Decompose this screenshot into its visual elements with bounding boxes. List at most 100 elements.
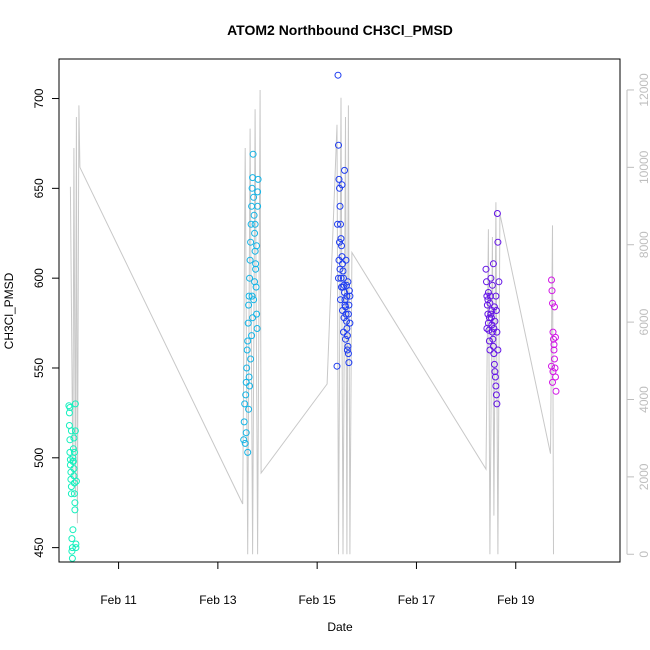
point-1-40 — [242, 429, 250, 437]
point-2-25 — [338, 181, 346, 189]
point-3-10 — [487, 310, 495, 318]
point-0-33 — [70, 448, 78, 456]
point-3-35 — [488, 281, 496, 289]
point-2-39 — [334, 220, 341, 228]
point-1-15 — [247, 220, 255, 228]
point-2-48 — [343, 281, 350, 289]
y-tick-label-3: 600 — [32, 268, 46, 288]
point-3-32 — [495, 278, 503, 286]
point-1-10 — [245, 301, 253, 309]
point-0-25 — [71, 427, 79, 435]
point-0-3 — [66, 436, 74, 444]
point-4-5 — [550, 346, 558, 354]
altitude-line-0 — [69, 89, 554, 555]
point-2-32 — [346, 319, 354, 327]
y-tick-label-1: 500 — [32, 447, 46, 467]
point-3-4 — [484, 310, 492, 318]
point-3-23 — [493, 210, 501, 217]
point-1-31 — [245, 405, 253, 413]
point-2-37 — [344, 278, 352, 286]
point-2-47 — [340, 314, 348, 322]
x-axis-label: Date — [327, 620, 353, 634]
point-0-34 — [70, 434, 78, 442]
point-3-0 — [482, 265, 490, 273]
point-0-17 — [69, 445, 77, 453]
point-2-0 — [333, 362, 341, 370]
point-1-7 — [243, 346, 251, 354]
point-2-33 — [335, 256, 343, 264]
x-tick-label-4: Feb 19 — [497, 593, 535, 607]
point-4-1 — [548, 287, 556, 295]
point-4-12 — [551, 303, 558, 311]
point-1-43 — [251, 220, 259, 228]
point-3-18 — [491, 368, 499, 376]
point-1-27 — [253, 325, 261, 332]
point-3-37 — [492, 292, 500, 300]
point-3-36 — [490, 303, 498, 311]
point-0-21 — [70, 479, 78, 487]
point-0-27 — [72, 540, 80, 548]
point-3-7 — [485, 337, 493, 345]
point-1-24 — [252, 265, 260, 273]
point-1-1 — [240, 418, 248, 426]
point-4-4 — [550, 335, 557, 343]
point-2-26 — [336, 238, 343, 246]
point-1-34 — [248, 332, 256, 340]
point-1-38 — [252, 260, 260, 268]
point-1-6 — [243, 364, 251, 372]
point-4-11 — [549, 368, 557, 376]
series-1 — [240, 150, 262, 456]
point-3-17 — [490, 360, 498, 368]
y2-tick-label-1: 2000 — [637, 463, 650, 490]
point-1-3 — [241, 439, 249, 447]
y2-tick-label-6: 12000 — [637, 73, 650, 107]
point-0-24 — [71, 506, 79, 514]
series-2 — [333, 71, 354, 370]
point-4-13 — [552, 333, 559, 341]
point-1-13 — [246, 256, 254, 264]
y2-tick-label-4: 8000 — [637, 231, 650, 258]
point-1-21 — [250, 211, 258, 219]
x-tick-label-0: Feb 11 — [100, 593, 137, 607]
axes-layer: Feb 11 Feb 13 Feb 15 Feb 17 Feb 19 450 500 550 6… — [32, 73, 650, 607]
point-2-41 — [339, 307, 346, 314]
point-2-12 — [340, 274, 347, 282]
y-tick-label-2: 550 — [32, 358, 46, 378]
point-2-24 — [341, 166, 348, 174]
series-0 — [65, 400, 80, 562]
point-3-40 — [492, 307, 500, 314]
point-3-33 — [484, 296, 492, 304]
point-3-1 — [483, 278, 490, 286]
point-3-11 — [487, 314, 495, 322]
point-3-26 — [487, 274, 495, 282]
y2-tick-label-3: 6000 — [637, 308, 650, 335]
y2-tick-label-0: 0 — [637, 551, 650, 558]
point-0-10 — [67, 490, 75, 498]
point-4-9 — [552, 387, 560, 395]
point-1-30 — [244, 448, 252, 456]
point-0-22 — [70, 490, 78, 498]
point-2-27 — [337, 274, 345, 282]
point-4-15 — [550, 341, 558, 349]
point-3-14 — [489, 335, 497, 343]
point-2-7 — [337, 235, 345, 243]
point-2-21 — [344, 342, 352, 350]
point-0-13 — [68, 554, 76, 562]
point-1-33 — [247, 355, 255, 363]
point-2-43 — [343, 346, 351, 354]
point-2-1 — [334, 71, 342, 79]
y-tick-label-4: 650 — [32, 178, 46, 198]
point-2-44 — [345, 301, 353, 309]
point-0-31 — [67, 427, 75, 435]
plot-frame — [58, 58, 621, 563]
y-tick-label-0: 450 — [32, 537, 46, 557]
y-tick-label-5: 700 — [32, 88, 46, 108]
point-1-9 — [244, 319, 252, 327]
point-2-40 — [337, 296, 344, 304]
point-3-20 — [492, 382, 500, 390]
point-1-29 — [254, 175, 262, 183]
point-4-2 — [549, 299, 556, 307]
point-4-7 — [551, 364, 559, 372]
y2-tick-label-5: 10000 — [637, 150, 650, 184]
point-1-37 — [251, 278, 259, 286]
